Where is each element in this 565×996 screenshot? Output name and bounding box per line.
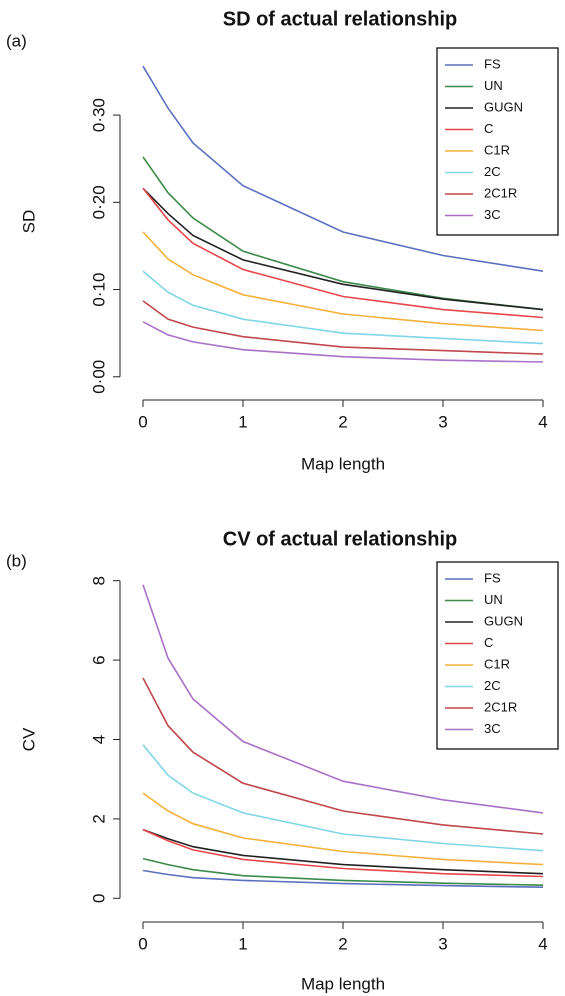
series-line [142, 187, 544, 311]
x-tick-label: 0 [138, 934, 147, 953]
series-line [142, 677, 544, 835]
series-line [142, 321, 544, 363]
series-line [142, 792, 544, 866]
legend-label: 2C [484, 164, 501, 179]
legend-label: FS [484, 570, 501, 585]
legend-label: 2C [484, 678, 501, 693]
x-tick-label: 2 [338, 934, 347, 953]
legend-box [436, 47, 559, 236]
series-line [142, 857, 544, 886]
series-line [142, 231, 544, 332]
legend-box [436, 561, 559, 750]
series-line [142, 744, 544, 852]
series-line [142, 828, 544, 878]
x-tick-label: 3 [438, 412, 447, 431]
x-tick-label: 2 [338, 412, 347, 431]
series-line [142, 187, 544, 319]
series-line [142, 869, 544, 888]
legend-label: GUGN [484, 99, 523, 114]
legend-label: C [484, 635, 493, 650]
y-tick-label: 0·20 [89, 185, 108, 219]
x-tick-label: 1 [238, 412, 247, 431]
y-tick-label: 4 [89, 735, 108, 744]
x-tick-label: 3 [438, 934, 447, 953]
y-axis-label: SD [19, 210, 38, 234]
y-tick-label: 0·00 [89, 360, 108, 394]
x-tick-label: 1 [238, 934, 247, 953]
legend-label: 3C [484, 721, 501, 736]
series-line [142, 584, 544, 814]
legend-label: FS [484, 56, 501, 71]
series-line [142, 300, 544, 355]
chart-title: SD of actual relationship [223, 8, 457, 30]
y-tick-label: 2 [89, 814, 108, 823]
legend-label: C [484, 121, 493, 136]
y-tick-label: 0 [89, 894, 108, 903]
series-line [142, 65, 544, 272]
x-axis-label: Map length [301, 454, 385, 473]
x-tick-label: 0 [138, 412, 147, 431]
y-tick-label: 0·10 [89, 273, 108, 307]
x-axis-label: Map length [301, 974, 385, 993]
x-tick-label: 4 [538, 412, 547, 431]
y-axis-label: CV [19, 727, 38, 751]
series-line [142, 270, 544, 345]
panel-label: (b) [6, 551, 27, 570]
legend-label: UN [484, 78, 503, 93]
y-tick-label: 6 [89, 655, 108, 664]
panel-label: (a) [6, 31, 27, 50]
chart-title: CV of actual relationship [223, 528, 457, 550]
series-line [142, 828, 544, 875]
x-tick-label: 4 [538, 934, 547, 953]
legend-label: UN [484, 592, 503, 607]
legend-label: 3C [484, 207, 501, 222]
legend-label: 2C1R [484, 699, 517, 714]
legend-label: C1R [484, 142, 510, 157]
y-tick-label: 8 [89, 576, 108, 585]
legend-label: GUGN [484, 613, 523, 628]
y-tick-label: 0·30 [89, 98, 108, 132]
legend-label: 2C1R [484, 185, 517, 200]
legend-label: C1R [484, 656, 510, 671]
